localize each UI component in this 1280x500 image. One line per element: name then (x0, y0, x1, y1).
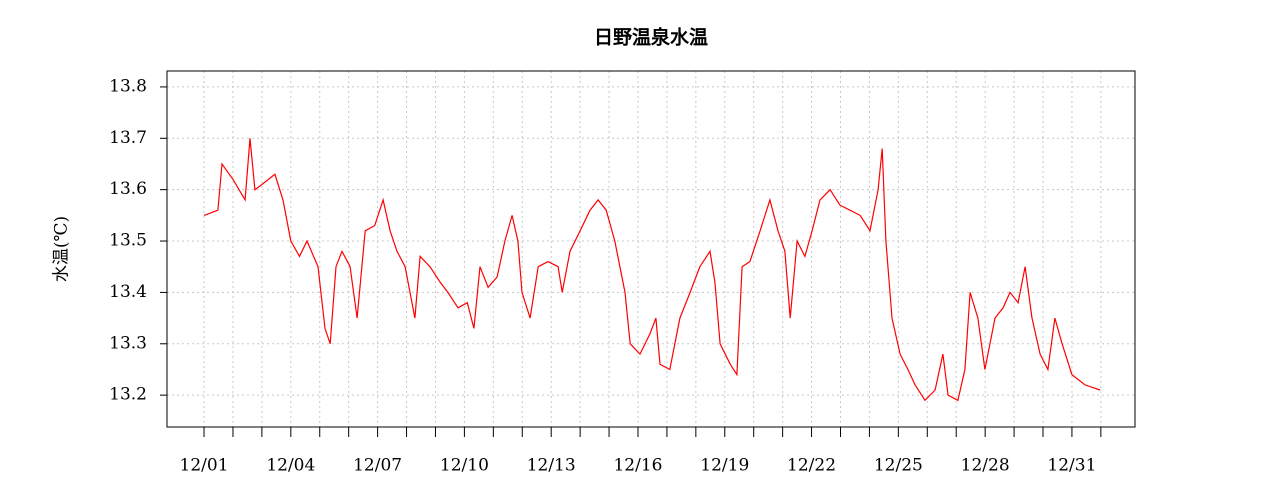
x-tick-label: 12/19 (700, 456, 749, 476)
chart-title: 日野温泉水温 (594, 26, 708, 49)
x-tick-label: 12/13 (527, 456, 576, 476)
x-tick-label: 12/25 (874, 456, 923, 476)
data-line (203, 138, 1101, 402)
x-tick-label: 12/31 (1047, 456, 1096, 476)
y-tick-label: 13.4 (109, 282, 147, 302)
x-tick-label: 12/22 (787, 456, 836, 476)
y-axis-label: 水温(℃) (52, 216, 72, 282)
y-tick-label: 13.3 (109, 333, 147, 353)
x-tick-label: 12/04 (266, 456, 315, 476)
x-tick-label: 12/10 (440, 456, 489, 476)
x-tick-label: 12/07 (353, 456, 402, 476)
y-tick-label: 13.8 (109, 76, 147, 96)
plot-frame (166, 70, 1136, 428)
y-tick-label: 13.6 (109, 179, 147, 199)
x-tick-label: 12/28 (961, 456, 1010, 476)
y-tick-label: 13.2 (109, 385, 147, 405)
y-tick-label: 13.5 (109, 231, 147, 251)
y-tick-label: 13.7 (109, 128, 147, 148)
x-tick-label: 12/01 (180, 456, 229, 476)
x-tick-label: 12/16 (613, 456, 662, 476)
